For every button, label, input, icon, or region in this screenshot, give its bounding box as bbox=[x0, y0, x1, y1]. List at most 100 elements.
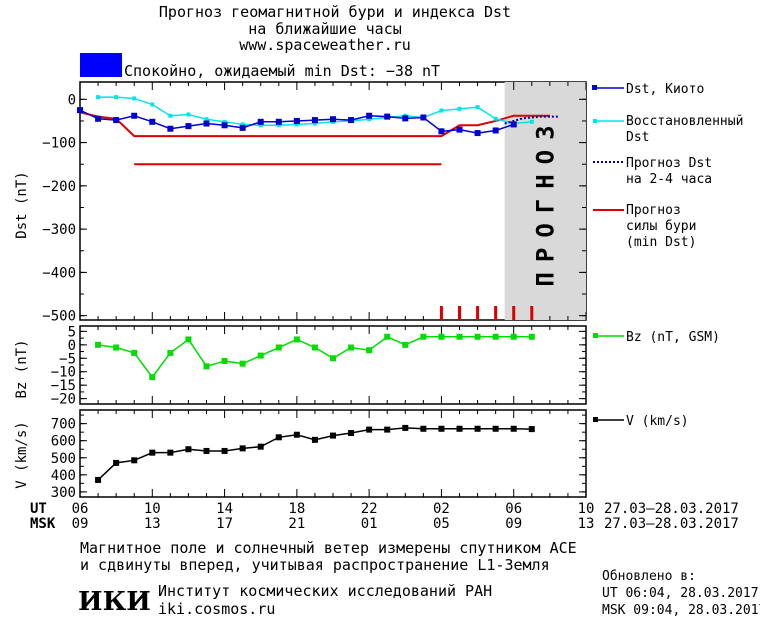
dst-kyoto-point bbox=[348, 117, 355, 124]
legend-restored-label-2: Dst bbox=[626, 130, 649, 145]
restored-dst-point bbox=[457, 106, 462, 111]
y-tick-label: 500 bbox=[51, 451, 76, 467]
bz-point bbox=[474, 333, 481, 340]
title-line-2: на ближайшие часы bbox=[248, 20, 402, 38]
legend-dst-kyoto-marker bbox=[592, 85, 597, 90]
dst-kyoto-point bbox=[77, 107, 83, 114]
restored-dst-point bbox=[204, 117, 209, 122]
forecast-band-label: ПРОГНОЗ bbox=[531, 115, 559, 286]
dst-kyoto-point bbox=[113, 117, 120, 124]
y-tick-label: 700 bbox=[51, 417, 76, 433]
y-tick-label: −10 bbox=[51, 365, 76, 381]
dst-kyoto-point bbox=[185, 123, 192, 130]
ut-tick-label: 22 bbox=[361, 501, 378, 517]
bz-point bbox=[456, 333, 463, 340]
legend: Dst, Киото Восстановленный Dst Прогноз D… bbox=[592, 82, 743, 429]
y-tick-label: 300 bbox=[51, 485, 76, 501]
bz-point bbox=[131, 349, 138, 356]
dst-kyoto-point bbox=[474, 130, 481, 137]
legend-bz-label: Bz (nT, GSM) bbox=[626, 330, 720, 345]
bz-point bbox=[438, 333, 445, 340]
y-tick-label: −400 bbox=[42, 265, 76, 281]
dst-kyoto-point bbox=[95, 115, 102, 122]
v-point bbox=[474, 425, 481, 432]
restored-dst-point bbox=[258, 123, 263, 128]
legend-storm-label-2: силы бури bbox=[626, 219, 696, 234]
v-point bbox=[420, 425, 427, 432]
msk-tick-label: 13 bbox=[144, 516, 161, 532]
msk-date-range: 27.03–28.03.2017 bbox=[604, 516, 739, 532]
dst-kyoto-point bbox=[384, 113, 391, 120]
dst-kyoto-point bbox=[131, 112, 138, 119]
bz-axis-label: Bz (nT) bbox=[14, 339, 30, 398]
bz-point bbox=[149, 374, 156, 381]
dst-kyoto-point bbox=[311, 117, 318, 124]
bz-point bbox=[311, 344, 318, 351]
bz-point bbox=[293, 336, 300, 343]
institute-name: Институт космических исследований РАН bbox=[158, 582, 492, 600]
ut-tick-label: 14 bbox=[216, 501, 233, 517]
msk-tick-label: 09 bbox=[72, 516, 89, 532]
restored-dst-point bbox=[294, 122, 299, 127]
v-point bbox=[239, 445, 246, 452]
v-point bbox=[185, 446, 192, 453]
dst-kyoto-point bbox=[402, 115, 409, 122]
v-point bbox=[167, 449, 174, 456]
bz-point bbox=[384, 333, 391, 340]
bz-point bbox=[420, 333, 427, 340]
legend-v-marker bbox=[593, 417, 598, 422]
panel-frame bbox=[79, 409, 587, 498]
legend-v-label: V (km/s) bbox=[626, 414, 689, 429]
dst-kyoto-point bbox=[221, 122, 228, 129]
restored-dst-point bbox=[222, 119, 227, 124]
v-point bbox=[149, 449, 156, 456]
dst-panel: 0 −100 −200 −300 −400 −500 bbox=[42, 82, 587, 325]
panel-frame bbox=[79, 325, 587, 405]
status-text: Спокойно, ожидаемый min Dst: −38 nT bbox=[124, 62, 440, 80]
restored-dst-point bbox=[529, 119, 534, 124]
y-tick-label: 400 bbox=[51, 468, 76, 484]
forecast-band bbox=[504, 82, 586, 320]
restored-dst-point bbox=[475, 105, 480, 110]
v-point bbox=[131, 457, 138, 464]
bz-point bbox=[95, 341, 102, 348]
restored-dst-point bbox=[186, 112, 191, 117]
iki-logo: ИКИ bbox=[78, 587, 151, 617]
msk-tick-label: 13 bbox=[578, 516, 595, 532]
bz-point bbox=[167, 349, 174, 356]
y-tick-label: −20 bbox=[51, 392, 76, 408]
ut-tick-label: 18 bbox=[288, 501, 305, 517]
v-point bbox=[366, 426, 373, 433]
dst-kyoto-point bbox=[330, 116, 336, 123]
y-tick-label: −500 bbox=[42, 309, 76, 325]
y-tick-label: 600 bbox=[51, 434, 76, 450]
footer-note-2: и сдвинуты вперед, учитывая распростране… bbox=[80, 556, 550, 574]
y-tick-label: −5 bbox=[59, 351, 76, 367]
v-point bbox=[510, 425, 517, 432]
msk-tick-label: 21 bbox=[288, 516, 305, 532]
bz-point bbox=[239, 360, 246, 367]
v-line bbox=[97, 427, 532, 481]
v-point bbox=[221, 447, 228, 454]
legend-forecast-label-1: Прогноз Dst bbox=[626, 156, 712, 171]
ut-tick-label: 10 bbox=[578, 501, 595, 517]
dst-kyoto-point bbox=[239, 124, 246, 131]
updated-ut: UT 06:04, 28.03.2017 bbox=[602, 586, 759, 601]
dst-kyoto-point bbox=[167, 125, 174, 132]
v-point bbox=[293, 431, 300, 438]
y-tick-label: −15 bbox=[51, 378, 76, 394]
v-point bbox=[492, 425, 499, 432]
dst-axis-label: Dst (nT) bbox=[14, 171, 30, 238]
forecast-dst-line bbox=[504, 115, 559, 125]
restored-dst-point bbox=[439, 108, 444, 113]
bz-point bbox=[257, 352, 264, 359]
v-point bbox=[456, 425, 463, 432]
restored-dst-point bbox=[168, 113, 173, 118]
bz-point bbox=[402, 341, 409, 348]
restored-dst-point bbox=[114, 95, 119, 100]
v-point bbox=[275, 434, 282, 441]
storm-forecast-line bbox=[79, 111, 550, 138]
restored-dst-point bbox=[150, 102, 155, 107]
legend-storm-label-3: (min Dst) bbox=[626, 235, 696, 250]
v-point bbox=[257, 443, 264, 450]
